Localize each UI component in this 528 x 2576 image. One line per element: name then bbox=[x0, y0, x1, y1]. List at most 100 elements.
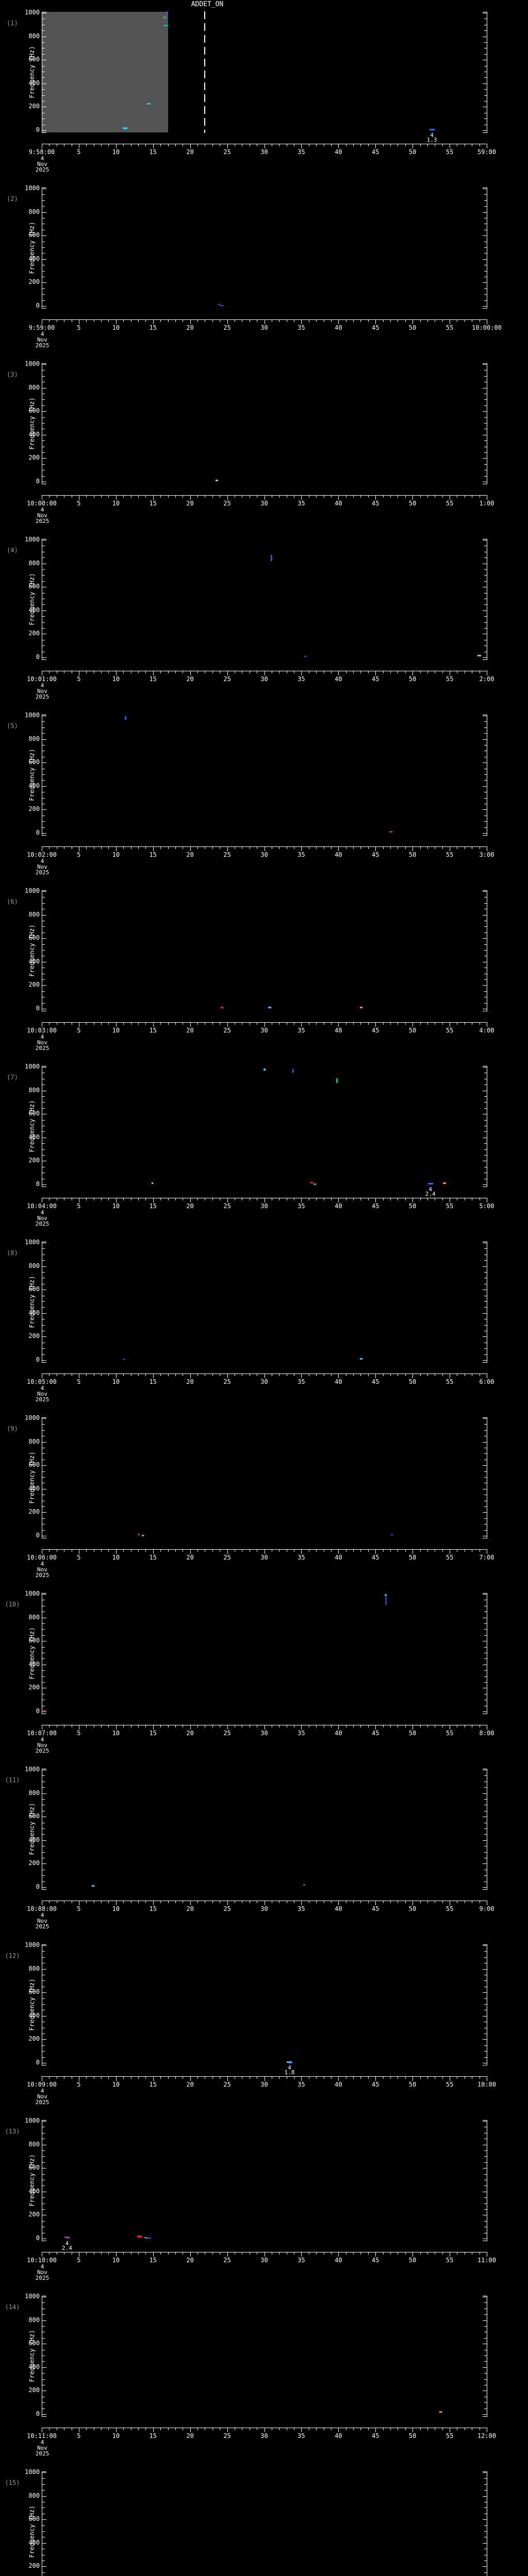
x-tick bbox=[420, 1901, 421, 1903]
x-tick-label: 10 bbox=[112, 1905, 120, 1912]
y-tick-label: 800 bbox=[28, 559, 40, 567]
y-tick-label: 1000 bbox=[25, 1766, 40, 1773]
x-tick bbox=[390, 2077, 391, 2079]
y-tick bbox=[42, 903, 45, 904]
x-tick bbox=[175, 847, 176, 849]
y-tick-label: 600 bbox=[28, 1110, 40, 1117]
x-tick bbox=[49, 1725, 50, 1727]
y-tick bbox=[42, 1248, 45, 1249]
x-tick bbox=[227, 1198, 228, 1202]
x-tick bbox=[405, 2077, 406, 2079]
axis-serif bbox=[42, 659, 46, 660]
x-tick-label: 10 bbox=[112, 2257, 120, 2264]
y-tick bbox=[42, 721, 45, 722]
y-tick bbox=[483, 2472, 487, 2473]
y-tick bbox=[483, 985, 487, 986]
detection-mark bbox=[287, 2061, 292, 2063]
y-tick bbox=[42, 2414, 46, 2415]
x-tick-label: 15 bbox=[149, 2432, 157, 2439]
x-tick bbox=[108, 1198, 109, 1200]
x-tick-label: 55 bbox=[446, 2432, 454, 2439]
x-tick bbox=[353, 1023, 354, 1025]
x-tick bbox=[383, 847, 384, 849]
x-tick-label: 35 bbox=[298, 1730, 305, 1737]
x-tick-label: 5 bbox=[77, 2081, 81, 2088]
y-tick-label: 400 bbox=[28, 430, 40, 438]
y-tick bbox=[484, 1155, 487, 1156]
x-tick-label: 50 bbox=[408, 1027, 417, 1034]
y-tick bbox=[42, 212, 46, 213]
x-tick bbox=[49, 144, 50, 146]
y-tick bbox=[42, 2185, 45, 2187]
date-label-line: Nov bbox=[37, 688, 47, 694]
x-tick bbox=[405, 1374, 406, 1376]
x-tick-label: 50 bbox=[408, 148, 417, 156]
x-tick bbox=[368, 2077, 369, 2079]
y-tick bbox=[42, 1348, 45, 1349]
x-tick bbox=[368, 847, 369, 849]
x-tick bbox=[153, 144, 154, 148]
date-label-line: 4 bbox=[40, 2439, 44, 2446]
x-tick-label: 20 bbox=[186, 851, 194, 858]
x-tick-label: 15 bbox=[149, 500, 157, 507]
y-tick bbox=[484, 1325, 487, 1326]
y-tick-label: 400 bbox=[28, 1836, 40, 1843]
x-tick bbox=[375, 2252, 376, 2257]
x-tick bbox=[49, 1550, 50, 1552]
y-tick bbox=[42, 2373, 45, 2374]
x-tick-label: 25 bbox=[223, 675, 231, 683]
y-tick bbox=[42, 440, 45, 442]
x-tick bbox=[301, 2077, 302, 2081]
x-tick bbox=[316, 1374, 317, 1376]
y-tick bbox=[483, 306, 487, 307]
x-tick bbox=[197, 1901, 199, 1903]
date-label-line: Nov bbox=[37, 2269, 47, 2276]
x-tick bbox=[375, 1550, 376, 1554]
x-end-time-label: 12:00 bbox=[477, 2432, 497, 2439]
x-tick bbox=[405, 496, 406, 498]
x-tick bbox=[145, 671, 146, 673]
x-tick-label: 30 bbox=[260, 1730, 268, 1737]
x-tick bbox=[405, 1023, 406, 1025]
y-tick bbox=[42, 1418, 46, 1419]
detection-mark bbox=[143, 2237, 146, 2239]
y-tick bbox=[484, 1623, 487, 1624]
x-end-time-label: 1:00 bbox=[479, 500, 494, 507]
y-tick bbox=[42, 991, 45, 992]
x-tick bbox=[123, 1901, 124, 1903]
x-tick-label: 5 bbox=[77, 2432, 81, 2439]
detection-mark bbox=[292, 1069, 294, 1073]
y-tick bbox=[484, 417, 487, 418]
x-tick bbox=[338, 1374, 339, 1378]
y-tick bbox=[42, 1307, 45, 1308]
y-tick bbox=[484, 54, 487, 55]
x-start-time-label: 9:58:00 bbox=[28, 148, 55, 156]
x-end-time-label: 59:00 bbox=[477, 148, 497, 156]
y-tick-label: 800 bbox=[28, 1789, 40, 1797]
y-tick-label: 800 bbox=[28, 32, 40, 40]
y-tick-label: 800 bbox=[28, 2140, 40, 2148]
frequency-axis-title: Frequency (Hz) bbox=[28, 1100, 36, 1153]
x-tick bbox=[190, 2077, 191, 2081]
x-tick-label: 40 bbox=[335, 1730, 342, 1737]
x-tick bbox=[116, 1374, 117, 1378]
y-tick bbox=[42, 95, 45, 96]
x-tick bbox=[442, 496, 443, 498]
y-tick-label: 200 bbox=[28, 981, 40, 989]
x-tick bbox=[390, 1023, 391, 1025]
x-tick bbox=[123, 671, 124, 673]
y-tick bbox=[42, 1131, 45, 1132]
x-tick bbox=[190, 1901, 191, 1905]
spectrogram-panel: (6) Frequency (Hz) 0 200 400 600 800 1000 10:03:… bbox=[0, 878, 528, 1054]
spectrogram-panel: (11) Frequency (Hz) 0 200 400 600 800 1000 10:08… bbox=[0, 1757, 528, 1933]
y-tick-label: 1000 bbox=[25, 887, 40, 894]
x-end-time-label: 5:00 bbox=[479, 1202, 494, 1210]
y-tick-label: 1000 bbox=[25, 536, 40, 543]
y-tick-label: 400 bbox=[28, 606, 40, 614]
x-tick bbox=[168, 1198, 169, 1200]
x-tick bbox=[168, 2428, 169, 2430]
x-tick bbox=[331, 2428, 332, 2430]
x-tick bbox=[153, 847, 154, 851]
axis-serif bbox=[483, 835, 487, 836]
